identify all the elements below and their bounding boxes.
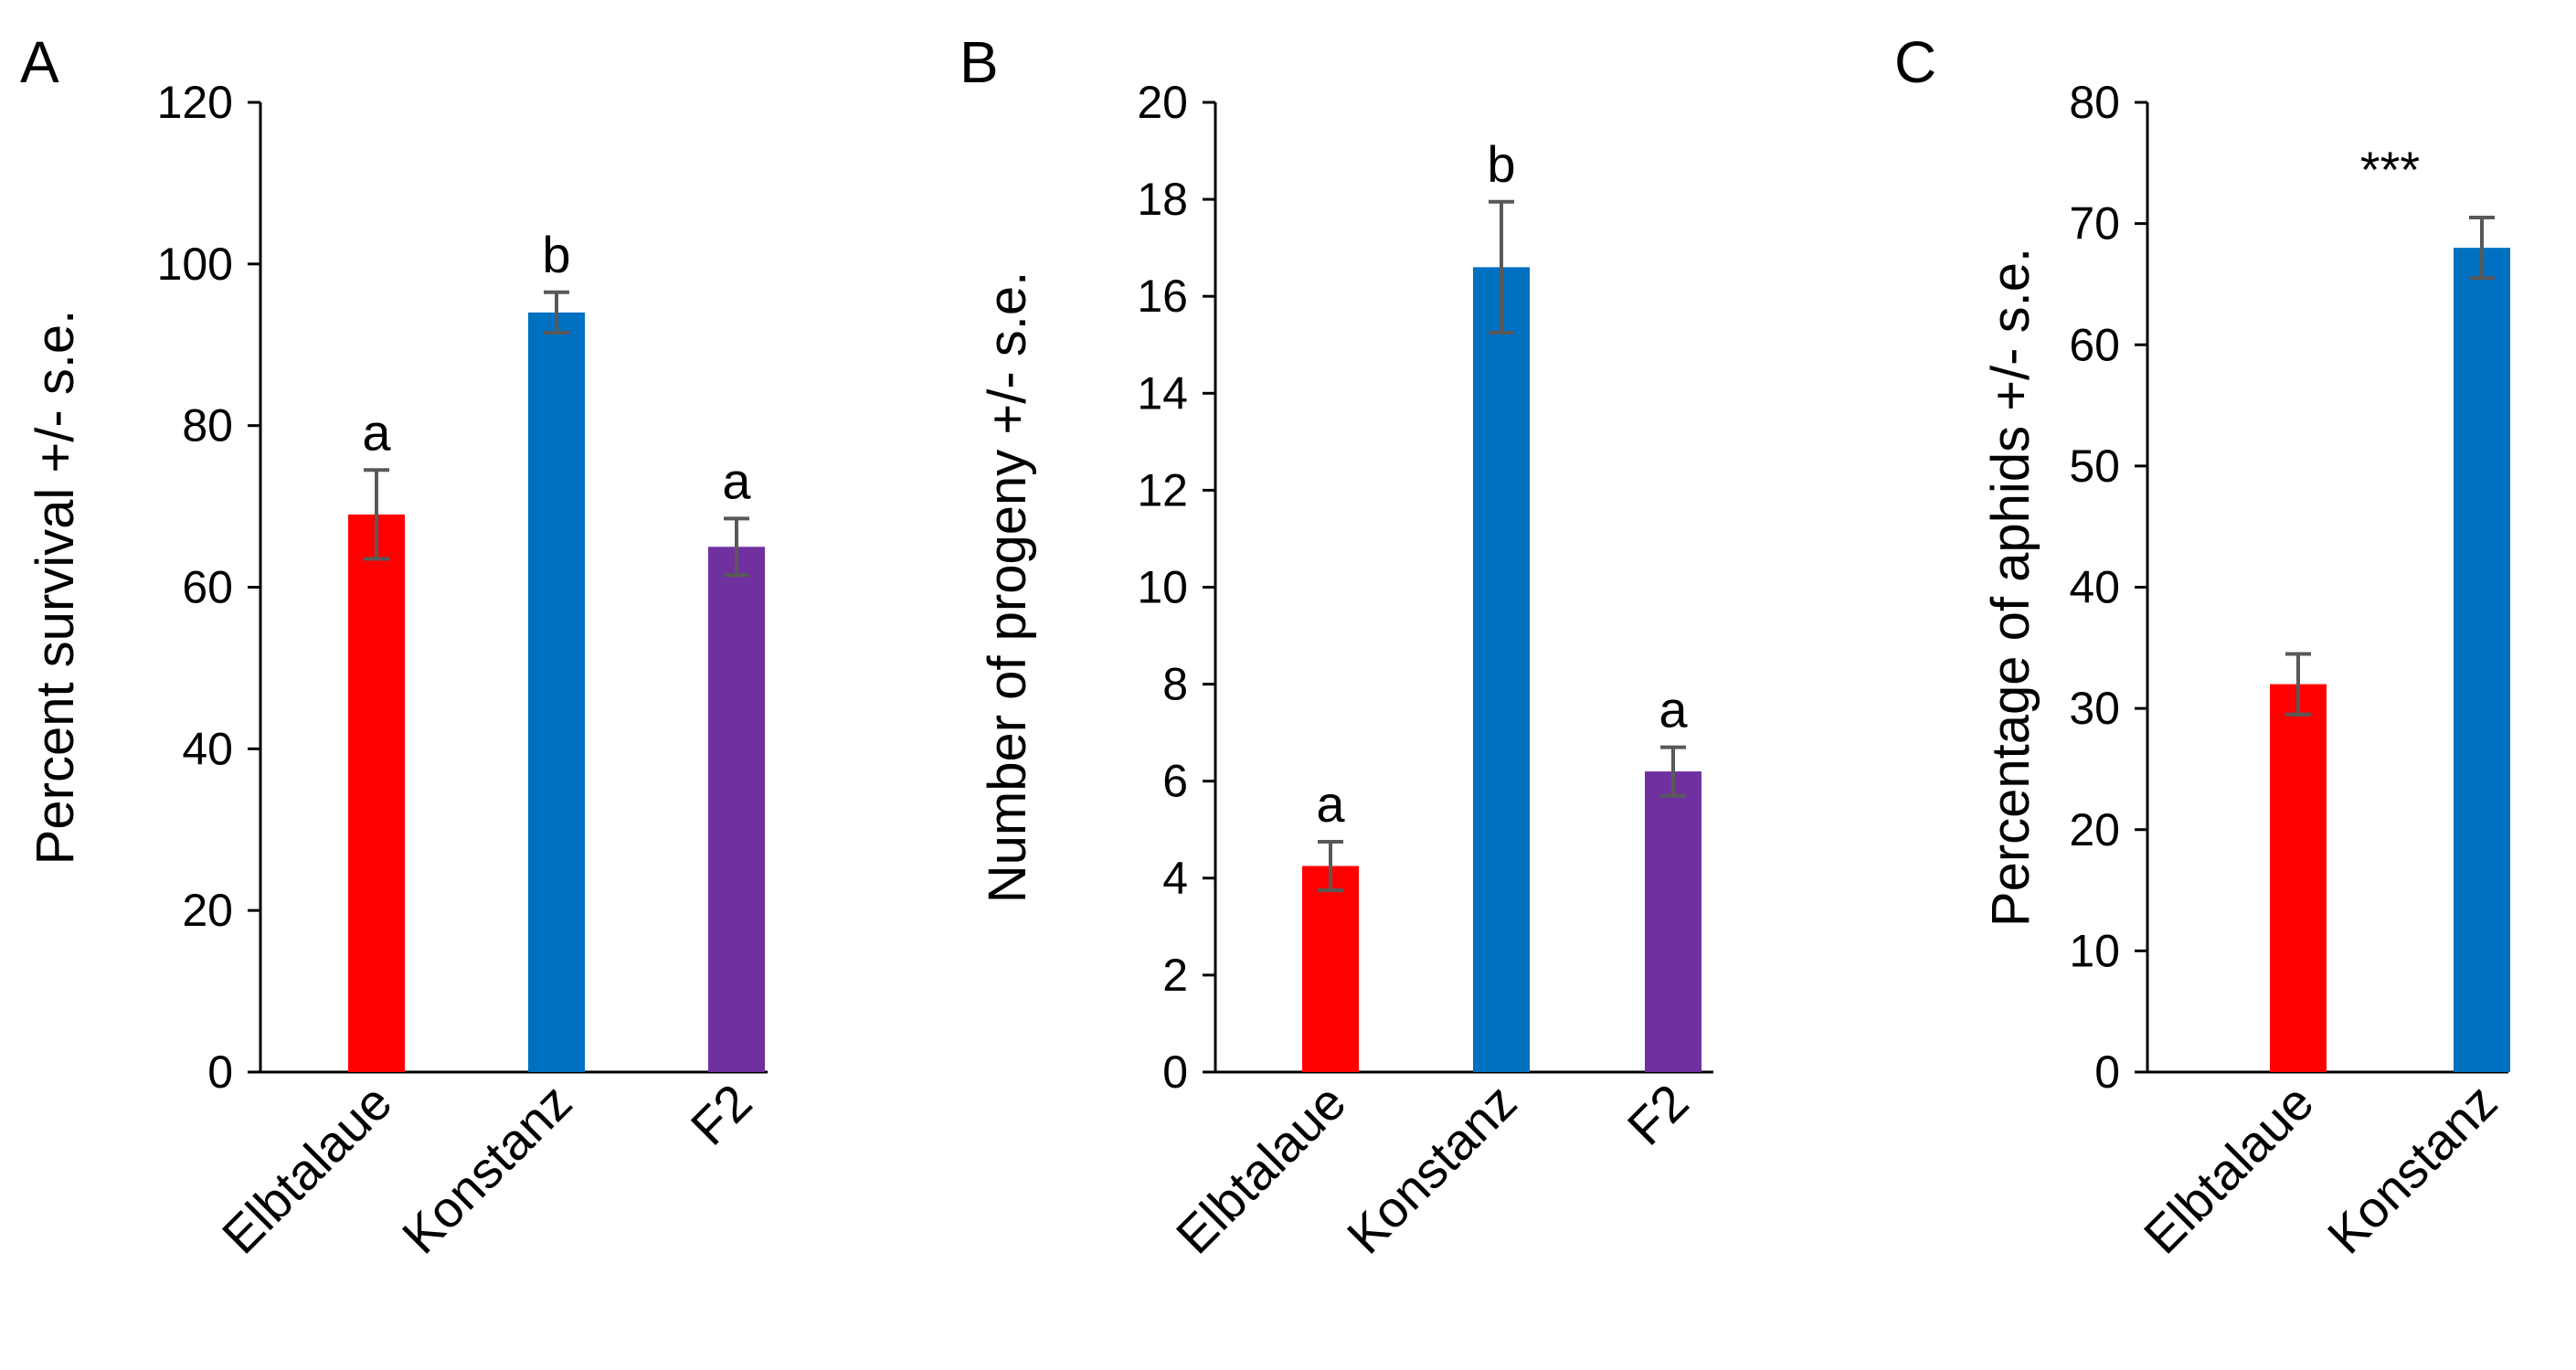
y-tick-label: 0 bbox=[2094, 1046, 2120, 1098]
y-axis-title: Number of progeny +/- s.e. bbox=[978, 271, 1037, 904]
y-tick-label: 12 bbox=[1137, 464, 1188, 515]
y-tick-label: 20 bbox=[1137, 77, 1188, 128]
category-label: Elbtalaue bbox=[2133, 1073, 2325, 1265]
significance-label: a bbox=[1659, 681, 1688, 738]
y-tick-label: 0 bbox=[207, 1046, 233, 1098]
y-tick-label: 60 bbox=[2069, 319, 2120, 370]
y-tick-label: 14 bbox=[1137, 367, 1188, 419]
bar-elbtalaue bbox=[2270, 684, 2327, 1072]
y-axis-title: Percent survival +/- s.e. bbox=[26, 310, 85, 866]
category-label: Konstanz bbox=[391, 1073, 583, 1265]
chart-panel-c: C 0 10 20 30 40 50 60 70 80 Percentage of aphids +… bbox=[1894, 29, 2510, 1265]
y-tick-label: 16 bbox=[1137, 271, 1188, 322]
category-label: Elbtalaue bbox=[211, 1073, 403, 1265]
y-tick-label: 2 bbox=[1162, 950, 1188, 1001]
bar-f2 bbox=[1645, 771, 1701, 1072]
category-label: F2 bbox=[1617, 1073, 1700, 1156]
category-label: F2 bbox=[680, 1073, 763, 1156]
significance-label: b bbox=[542, 226, 570, 283]
y-tick-label: 80 bbox=[2069, 77, 2120, 128]
y-tick-label: 50 bbox=[2069, 441, 2120, 492]
y-tick-label: 40 bbox=[2069, 562, 2120, 613]
category-label: Konstanz bbox=[1336, 1073, 1528, 1265]
y-tick-label: 10 bbox=[1137, 562, 1188, 613]
y-tick-label: 40 bbox=[182, 723, 233, 774]
y-tick-label: 100 bbox=[157, 239, 233, 290]
bar-konstanz bbox=[528, 312, 585, 1073]
y-tick-label: 8 bbox=[1162, 659, 1188, 710]
chart-panel-a: A 0 20 40 60 80 100 120 Percent survival +/- s.e… bbox=[20, 29, 768, 1265]
y-tick-label: 20 bbox=[2069, 804, 2120, 855]
y-tick-label: 80 bbox=[182, 400, 233, 451]
bar-konstanz bbox=[1473, 267, 1530, 1072]
y-tick-label: 18 bbox=[1137, 174, 1188, 225]
y-tick-label: 20 bbox=[182, 885, 233, 936]
panel-letter: C bbox=[1894, 29, 1936, 95]
panel-letter: A bbox=[20, 29, 59, 95]
panel-letter: B bbox=[959, 29, 999, 95]
y-tick-label: 30 bbox=[2069, 683, 2120, 734]
bar-konstanz bbox=[2454, 248, 2510, 1072]
y-tick-label: 60 bbox=[182, 562, 233, 613]
bar-f2 bbox=[708, 547, 765, 1072]
y-tick-label: 6 bbox=[1162, 756, 1188, 807]
significance-stars: *** bbox=[2360, 141, 2420, 198]
category-label: Elbtalaue bbox=[1165, 1073, 1357, 1265]
chart-panel-b: B 0 2 4 6 8 10 12 14 16 18 20 Number of progeny +/- … bbox=[959, 29, 1713, 1265]
significance-label: a bbox=[362, 403, 391, 461]
y-tick-label: 120 bbox=[157, 77, 233, 128]
bar-elbtalaue bbox=[1302, 866, 1359, 1072]
y-tick-label: 0 bbox=[1162, 1046, 1188, 1098]
significance-label: a bbox=[722, 451, 751, 509]
significance-label: a bbox=[1316, 775, 1345, 833]
bar-elbtalaue bbox=[348, 514, 405, 1072]
y-axis-title: Percentage of aphids +/- s.e. bbox=[1981, 248, 2041, 927]
y-tick-label: 70 bbox=[2069, 198, 2120, 250]
category-label: Konstanz bbox=[2316, 1073, 2508, 1265]
y-tick-label: 10 bbox=[2069, 925, 2120, 976]
significance-label: b bbox=[1487, 135, 1515, 193]
y-tick-label: 4 bbox=[1162, 853, 1188, 904]
